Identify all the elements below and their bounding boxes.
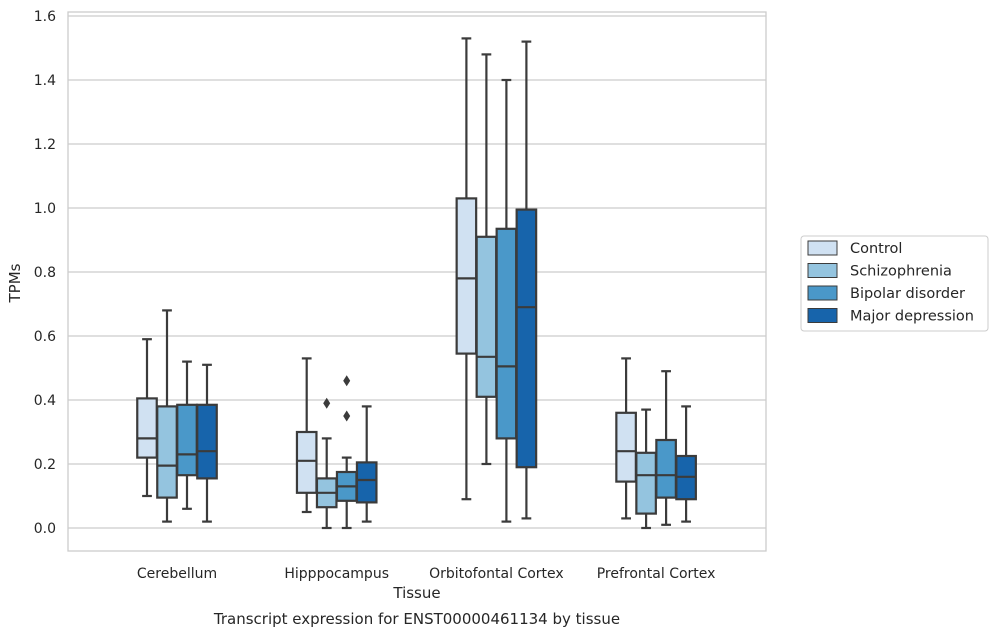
box-iqr: [196, 403, 218, 480]
box-iqr: [176, 403, 198, 477]
outlier-point: [343, 375, 351, 387]
box-schizophrenia: [156, 309, 178, 523]
x-tick-label: Prefrontal Cortex: [597, 566, 716, 582]
box-major-depression: [196, 363, 218, 523]
legend-frame: [800, 235, 989, 332]
box-major-depression: [355, 405, 378, 523]
legend-swatch: [807, 240, 838, 256]
box-iqr: [635, 451, 657, 515]
box-iqr: [615, 411, 637, 483]
legend: Control Schizophrenia Bipolar disorder Majo…: [800, 235, 989, 332]
y-tick-label: 1.6: [34, 9, 56, 25]
y-axis-title: TPMs: [6, 263, 24, 303]
box-major-depression: [675, 405, 697, 523]
outlier-point: [323, 397, 331, 409]
box-bipolar-disorder: [655, 370, 677, 526]
box-iqr: [295, 430, 318, 494]
box-iqr: [515, 208, 538, 469]
y-tick-label: 0.4: [34, 393, 56, 409]
box-iqr: [355, 461, 378, 504]
x-tick-label: Hipppocampus: [284, 566, 389, 582]
box-iqr: [475, 235, 498, 398]
box-iqr: [495, 227, 518, 440]
box-control: [615, 357, 637, 520]
box-iqr: [136, 397, 158, 459]
y-tick-label: 0.8: [34, 265, 56, 281]
y-tick-label: 0.2: [34, 457, 56, 473]
legend-label: Schizophrenia: [850, 264, 952, 280]
legend-label: Major depression: [850, 309, 974, 325]
box-iqr: [156, 405, 178, 499]
box-iqr: [455, 197, 478, 355]
box-control: [455, 37, 478, 501]
box-control: [295, 357, 318, 514]
y-tick-label: 1.2: [34, 137, 56, 153]
y-tick-label: 1.0: [34, 201, 56, 217]
legend-label: Bipolar disorder: [850, 286, 965, 302]
x-tick-labels: Cerebellum Hipppocampus Orbitofontal Corte…: [137, 566, 716, 582]
x-tick-label: Cerebellum: [137, 566, 217, 582]
grid-lines: [68, 15, 766, 529]
y-tick-labels: 0.0 0.2 0.4 0.6 0.8 1.0 1.2 1.4 1.6: [34, 9, 56, 537]
legend-swatch: [807, 263, 838, 278]
chart-title: Transcript expression for ENST0000046113…: [213, 610, 620, 628]
box-schizophrenia: [635, 408, 657, 530]
y-tick-label: 0.6: [34, 329, 56, 345]
y-tick-label: 1.4: [34, 73, 56, 89]
outlier-point: [343, 410, 351, 422]
legend-swatch: [807, 285, 838, 301]
box-schizophrenia: [475, 53, 498, 466]
box-iqr: [655, 438, 677, 499]
legend-label: Control: [850, 241, 902, 257]
legend-swatch: [807, 308, 838, 323]
x-axis-title: Tissue: [392, 584, 440, 602]
box-major-depression: [515, 40, 538, 520]
plot-frame: [67, 11, 767, 552]
y-tick-label: 0.0: [34, 521, 56, 537]
box-series: [136, 37, 697, 530]
x-tick-label: Orbitofontal Cortex: [429, 566, 564, 582]
